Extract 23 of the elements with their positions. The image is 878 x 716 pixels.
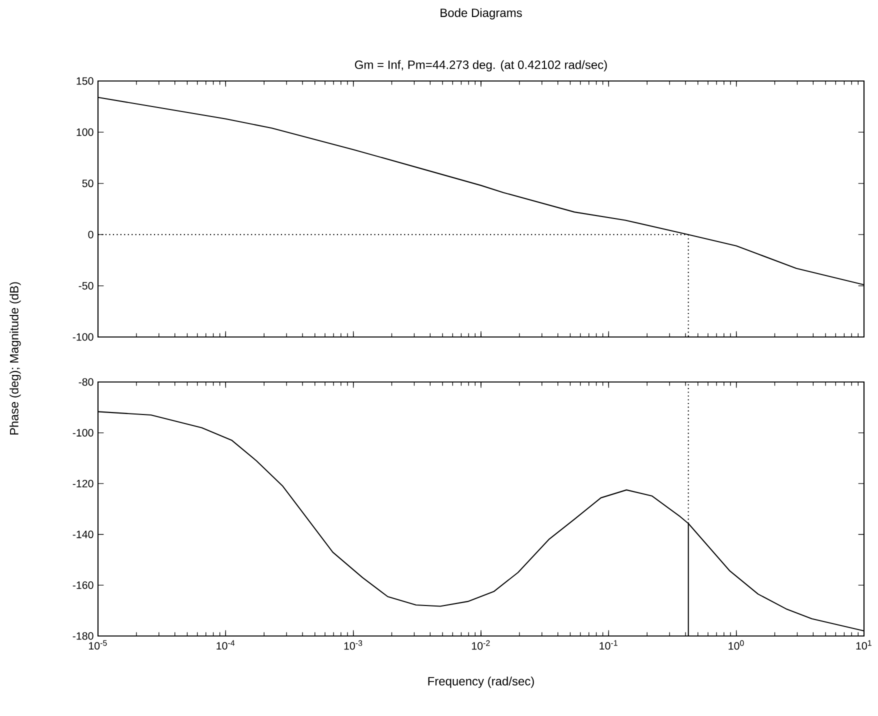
y-axis-title: Phase (deg); Magnitude (dB) — [10, 282, 21, 435]
x-tick-label: 10$^{-1}$ — [600, 640, 618, 650]
x-tick-label: 10$^{-2}$ — [472, 640, 490, 650]
y-tick-label: 50 — [82, 180, 94, 188]
y-tick-label: -160 — [72, 581, 94, 589]
y-tick-label: -180 — [72, 632, 94, 640]
y-tick-label: 150 — [76, 77, 94, 85]
chart-subtitle: Gm = Inf, Pm=44.273 deg. (at 0.42102 rad/sec) — [354, 60, 607, 72]
y-tick-label: -50 — [78, 282, 94, 290]
x-tick-label: 10$^{-5}$ — [88, 640, 107, 650]
x-tick-label: 10$^{1}$ — [856, 640, 872, 650]
x-tick-label: 10$^{0}$ — [728, 640, 744, 650]
y-tick-label: 100 — [76, 128, 94, 136]
x-tick-label: 10$^{-3}$ — [344, 640, 362, 650]
y-tick-label: -140 — [72, 530, 94, 538]
y-tick-label: -80 — [78, 378, 94, 386]
y-tick-label: -120 — [72, 480, 94, 488]
y-tick-label: 0 — [88, 230, 94, 238]
x-axis-title: Frequency (rad/sec) — [428, 676, 534, 688]
x-tick-label: 10$^{-4}$ — [216, 640, 235, 650]
y-tick-label: -100 — [72, 333, 94, 341]
chart-title: Bode Diagrams — [440, 8, 522, 20]
y-tick-label: -100 — [72, 429, 94, 437]
